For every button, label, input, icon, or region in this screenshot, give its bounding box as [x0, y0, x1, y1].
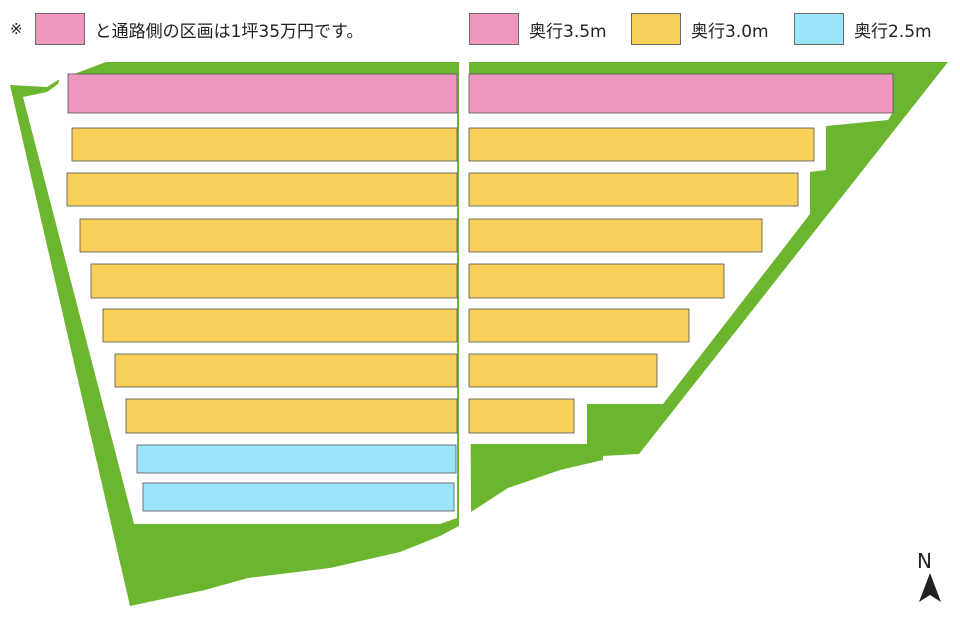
lot-left-4: [79, 218, 458, 253]
north-label: N: [917, 549, 932, 573]
walkway-right: [469, 74, 893, 444]
legend-item-3-5m: 奥行3.5m: [469, 12, 607, 46]
legend-swatch-pink: [34, 13, 85, 45]
north-arrow-icon: [919, 573, 941, 602]
lot-left-6: [102, 308, 458, 343]
legend-swatch-3-5m: [469, 13, 519, 45]
lot-left-2: [71, 127, 458, 162]
lot-left-9: [136, 444, 457, 474]
lot-right-2: [468, 127, 815, 162]
lot-left-10: [142, 482, 455, 512]
lot-right-7: [468, 353, 658, 388]
lot-left-7: [114, 353, 458, 388]
lot-right-4: [468, 218, 763, 253]
price-note-text: と通路側の区画は1坪35万円です。: [94, 21, 364, 42]
lot-left-5: [90, 263, 458, 299]
legend-swatch-3-0m: [631, 13, 681, 45]
note-mark: ※: [10, 20, 23, 38]
lot-right-6: [468, 308, 690, 343]
legend-item-3-0m: 奥行3.0m: [631, 12, 769, 46]
legend-item-2-5m: 奥行2.5m: [794, 12, 932, 46]
legend-label-3-5m: 奥行3.5m: [529, 21, 607, 42]
lot-left-1: [67, 73, 458, 114]
legend-swatch-2-5m: [794, 13, 844, 45]
lot-right-1: [468, 73, 894, 114]
price-note: ※ と通路側の区画は1坪35万円です。: [10, 12, 363, 46]
lot-left-3: [66, 172, 458, 207]
lot-right-8: [468, 398, 575, 434]
legend-label-2-5m: 奥行2.5m: [854, 21, 932, 42]
legend-label-3-0m: 奥行3.0m: [691, 21, 769, 42]
lot-right-5: [468, 263, 725, 299]
lot-right-3: [468, 172, 799, 207]
lot-left-8: [125, 398, 458, 434]
